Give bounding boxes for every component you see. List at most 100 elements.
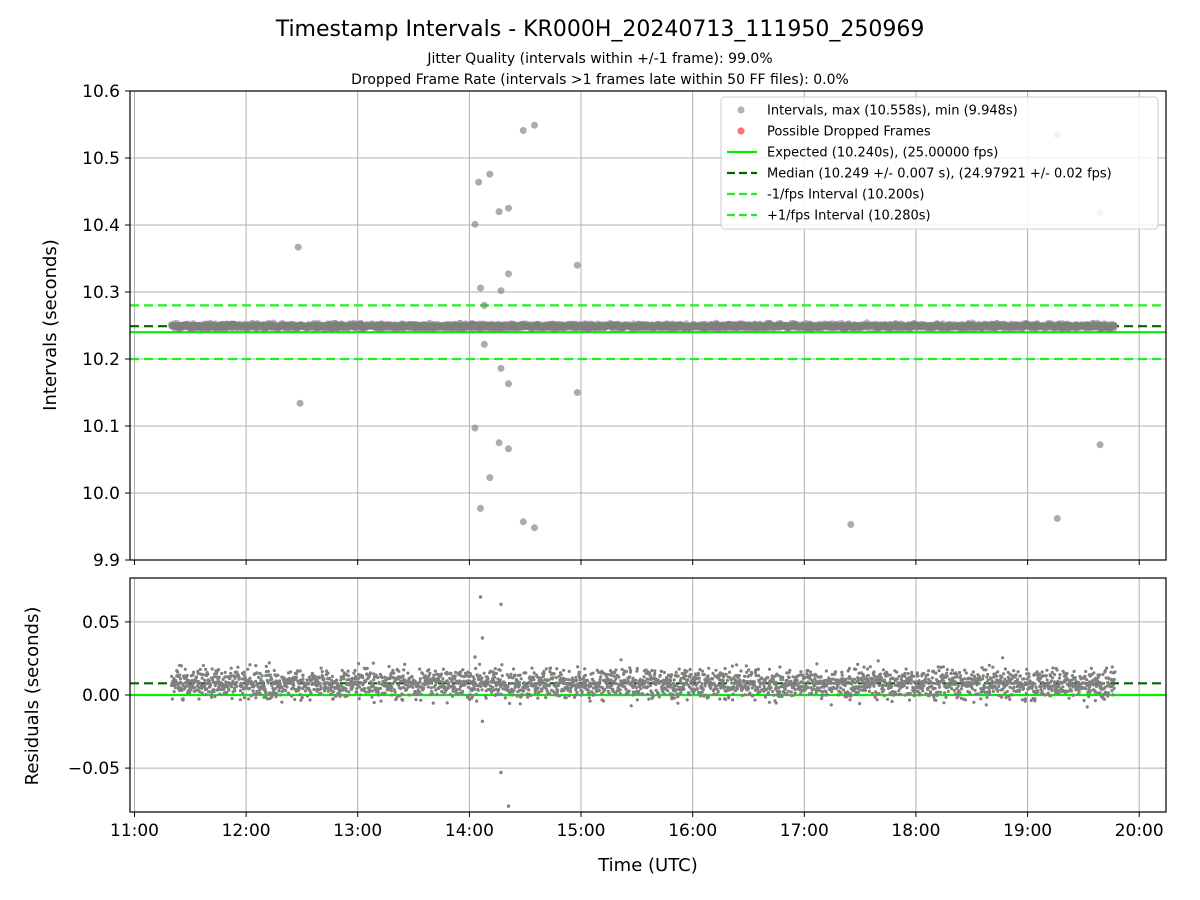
residual-point <box>195 675 199 679</box>
residual-point <box>640 692 645 696</box>
legend-intervals-marker <box>737 106 745 114</box>
residual-point <box>650 668 654 673</box>
residual-point <box>519 677 523 681</box>
residual-point <box>176 670 180 674</box>
residual-point <box>346 669 350 673</box>
residual-point <box>209 693 213 697</box>
residual-point <box>450 694 455 698</box>
residual-point <box>579 693 583 697</box>
residual-point <box>685 669 689 674</box>
residual-point <box>285 685 289 689</box>
legend-expected-label: Expected (10.240s), (25.00000 fps) <box>767 146 998 161</box>
residual-point <box>679 691 683 695</box>
residual-point <box>721 678 725 683</box>
residual-point <box>663 692 667 696</box>
residual-point <box>743 693 747 697</box>
residual-point <box>586 678 590 683</box>
residual-point <box>397 669 401 673</box>
residual-point <box>682 677 687 681</box>
legend-intervals-label: Intervals, max (10.558s), min (9.948s) <box>767 104 1018 119</box>
residual-point <box>310 671 314 675</box>
residual-point <box>391 668 395 672</box>
interval-outlier-point <box>477 284 484 292</box>
residual-point <box>688 667 692 672</box>
residual-point <box>614 668 618 672</box>
residual-point <box>697 680 702 684</box>
legend-median-label: Median (10.249 +/- 0.007 s), (24.97921 +… <box>767 167 1112 182</box>
interval-outlier-point <box>495 208 503 216</box>
residual-point <box>185 673 189 678</box>
residual-point <box>767 700 772 704</box>
residual-point <box>400 692 404 696</box>
residual-point <box>746 687 751 691</box>
residual-point <box>574 675 578 679</box>
residual-point <box>723 666 727 671</box>
residual-point <box>411 685 415 690</box>
interval-outlier-point <box>296 399 304 407</box>
residual-point <box>273 682 277 686</box>
residual-point <box>461 668 465 672</box>
residual-point <box>216 678 220 682</box>
residual-point <box>439 672 443 676</box>
legend-dropped-label: Possible Dropped Frames <box>767 125 931 140</box>
residual-point <box>357 662 361 666</box>
residual-point <box>721 672 725 676</box>
residual-point <box>672 696 677 700</box>
residual-point <box>455 688 459 692</box>
residual-point <box>687 693 692 697</box>
residual-point <box>614 677 618 681</box>
residual-point <box>403 662 407 667</box>
residual-point <box>217 668 221 672</box>
residual-point <box>685 698 689 702</box>
residual-point <box>522 689 526 693</box>
intervals-y-tick-label: 10.4 <box>82 216 120 236</box>
residual-point <box>377 693 381 697</box>
residual-point <box>637 692 641 696</box>
residual-point <box>255 671 259 675</box>
residual-point <box>276 673 280 677</box>
residual-point <box>503 681 507 685</box>
residual-point <box>395 695 399 699</box>
residual-point <box>701 688 705 692</box>
residual-point <box>254 664 258 668</box>
residual-point <box>218 692 222 696</box>
residual-point <box>260 674 264 678</box>
residual-point <box>170 697 174 701</box>
residual-point <box>183 667 187 671</box>
residual-point <box>682 687 686 691</box>
residual-point <box>576 665 580 669</box>
residual-point <box>274 691 279 696</box>
residual-point <box>646 685 650 689</box>
residual-point <box>200 676 204 680</box>
residual-point <box>188 691 192 695</box>
residual-point <box>330 674 334 679</box>
residual-point <box>723 697 728 702</box>
residual-point <box>592 692 596 696</box>
residual-point <box>750 686 754 690</box>
residual-point <box>767 692 771 696</box>
residual-point <box>229 666 233 670</box>
residual-point <box>432 673 436 677</box>
residual-point <box>723 685 727 689</box>
residual-point <box>298 669 302 673</box>
residual-point <box>200 691 204 695</box>
residual-point <box>317 676 322 680</box>
residual-point <box>732 685 736 689</box>
residual-point <box>648 671 652 675</box>
residual-point <box>707 666 711 670</box>
residual-point <box>178 673 182 677</box>
residual-point <box>518 673 522 677</box>
residual-point <box>318 681 322 685</box>
intervals-y-tick-label: 10.0 <box>82 484 120 504</box>
residual-point <box>547 678 551 682</box>
residual-point <box>709 686 713 690</box>
interval-outlier-point <box>480 340 488 348</box>
residual-point <box>347 690 351 694</box>
residual-point <box>445 701 449 705</box>
residual-point <box>628 670 633 674</box>
residual-point <box>738 678 742 682</box>
residual-point <box>757 674 761 678</box>
residual-point <box>474 666 478 671</box>
residual-point <box>225 691 229 695</box>
residual-point <box>234 684 238 689</box>
